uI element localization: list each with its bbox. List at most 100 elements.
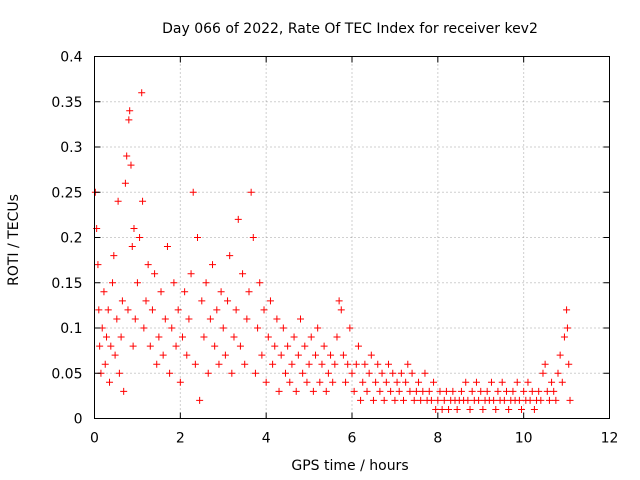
data-point xyxy=(500,396,508,404)
data-point xyxy=(247,188,255,196)
data-point xyxy=(196,396,204,404)
data-point xyxy=(110,252,118,260)
y-tick-label: 0.1 xyxy=(60,321,82,337)
data-point xyxy=(120,387,128,395)
data-point xyxy=(202,279,210,287)
data-point xyxy=(294,351,302,359)
data-point xyxy=(430,378,438,386)
data-point xyxy=(104,306,112,314)
data-point xyxy=(528,387,536,395)
data-point xyxy=(113,315,121,323)
data-point xyxy=(121,179,129,187)
x-axis-label: GPS time / hours xyxy=(291,458,408,474)
data-point xyxy=(292,387,300,395)
data-point xyxy=(363,387,371,395)
data-point xyxy=(556,351,564,359)
data-point xyxy=(543,387,551,395)
data-point xyxy=(125,116,133,124)
data-point xyxy=(133,279,141,287)
data-point xyxy=(146,342,154,350)
data-point xyxy=(520,387,528,395)
data-point xyxy=(213,306,221,314)
data-point xyxy=(115,369,123,377)
data-point xyxy=(563,306,571,314)
data-point xyxy=(436,387,444,395)
data-point xyxy=(168,324,176,332)
data-point xyxy=(524,378,532,386)
data-point xyxy=(359,378,367,386)
data-point xyxy=(539,369,547,377)
data-point xyxy=(346,324,354,332)
y-tick-label: 0.35 xyxy=(51,95,82,111)
data-point xyxy=(344,360,352,368)
data-point xyxy=(256,279,264,287)
data-point xyxy=(224,297,232,305)
data-point xyxy=(243,315,251,323)
data-point xyxy=(494,387,502,395)
data-point xyxy=(194,234,201,241)
data-point xyxy=(563,324,571,332)
data-point xyxy=(140,324,148,332)
data-point xyxy=(230,333,238,341)
data-point xyxy=(309,387,317,395)
data-point xyxy=(273,315,281,323)
data-point xyxy=(215,360,223,368)
data-point xyxy=(335,297,343,305)
data-point xyxy=(438,405,446,413)
data-point xyxy=(245,288,253,296)
data-point xyxy=(251,369,259,377)
data-point xyxy=(440,396,448,404)
data-point xyxy=(139,197,147,205)
data-point xyxy=(526,396,534,404)
data-point xyxy=(262,378,270,386)
y-tick-label: 0.05 xyxy=(51,366,82,382)
data-point xyxy=(128,243,136,251)
data-point xyxy=(348,369,356,377)
data-point xyxy=(558,378,566,386)
data-points xyxy=(91,89,574,413)
data-point xyxy=(100,288,108,296)
data-point xyxy=(404,360,412,368)
data-point xyxy=(107,342,115,350)
data-point xyxy=(166,369,174,377)
data-point xyxy=(264,333,272,341)
data-point xyxy=(378,369,386,377)
data-point xyxy=(565,360,573,368)
y-tick-label: 0.3 xyxy=(60,140,82,156)
data-point xyxy=(339,351,347,359)
data-point xyxy=(395,387,403,395)
data-point xyxy=(464,396,472,404)
data-point xyxy=(393,378,401,386)
data-point xyxy=(151,270,159,278)
data-point xyxy=(318,360,326,368)
data-point xyxy=(123,152,131,160)
data-point xyxy=(114,197,122,205)
y-tick-label: 0.25 xyxy=(51,185,82,201)
data-point xyxy=(384,360,392,368)
data-point xyxy=(417,396,425,404)
data-point xyxy=(281,369,289,377)
data-point xyxy=(466,405,474,413)
data-point xyxy=(206,315,214,323)
data-point xyxy=(211,342,219,350)
data-point xyxy=(457,387,465,395)
data-point xyxy=(410,396,418,404)
data-point xyxy=(136,234,144,241)
data-point xyxy=(509,387,517,395)
data-point xyxy=(236,342,244,350)
data-point xyxy=(472,378,480,386)
data-point xyxy=(505,405,513,413)
data-point xyxy=(560,333,568,341)
data-point xyxy=(161,315,169,323)
data-point xyxy=(402,378,410,386)
data-point xyxy=(138,89,146,97)
data-point xyxy=(124,306,132,314)
data-point xyxy=(307,333,315,341)
data-point xyxy=(498,378,506,386)
data-point xyxy=(170,279,178,287)
data-point xyxy=(535,387,543,395)
data-point xyxy=(189,188,197,196)
data-point xyxy=(226,252,234,260)
data-point xyxy=(537,396,545,404)
data-point xyxy=(513,378,521,386)
